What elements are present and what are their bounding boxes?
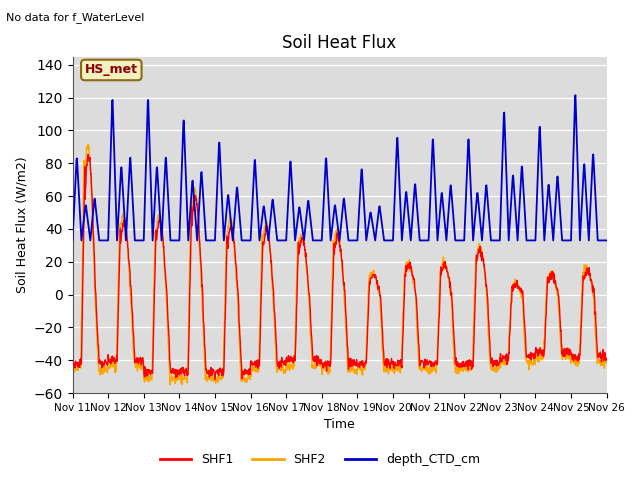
SHF1	[211, 376, 219, 382]
depth_CTD_cm	[68, 238, 76, 243]
SHF1	[175, 368, 182, 373]
Title: Soil Heat Flux: Soil Heat Flux	[282, 34, 397, 52]
SHF2	[175, 376, 183, 382]
X-axis label: Time: Time	[324, 419, 355, 432]
depth_CTD_cm	[602, 238, 610, 243]
SHF2	[84, 142, 92, 147]
SHF2	[602, 360, 610, 366]
SHF1	[68, 357, 76, 362]
SHF2	[248, 367, 255, 372]
Y-axis label: Soil Heat Flux (W/m2): Soil Heat Flux (W/m2)	[15, 156, 28, 293]
depth_CTD_cm	[539, 200, 547, 205]
SHF1	[84, 152, 92, 157]
depth_CTD_cm	[492, 238, 500, 243]
SHF2	[423, 369, 431, 374]
depth_CTD_cm	[422, 238, 430, 243]
SHF2	[540, 353, 547, 359]
SHF2	[493, 364, 500, 370]
SHF1	[248, 358, 255, 364]
SHF2	[166, 382, 174, 388]
Text: No data for f_WaterLevel: No data for f_WaterLevel	[6, 12, 145, 23]
depth_CTD_cm	[188, 194, 195, 200]
depth_CTD_cm	[247, 230, 255, 236]
SHF1	[188, 204, 195, 209]
SHF2	[68, 373, 76, 379]
SHF1	[602, 356, 610, 362]
Line: SHF1: SHF1	[72, 155, 606, 379]
depth_CTD_cm	[174, 238, 182, 243]
SHF1	[423, 362, 431, 368]
depth_CTD_cm	[572, 92, 579, 98]
SHF2	[188, 205, 196, 211]
Line: SHF2: SHF2	[72, 144, 606, 385]
Legend: SHF1, SHF2, depth_CTD_cm: SHF1, SHF2, depth_CTD_cm	[155, 448, 485, 471]
SHF1	[493, 363, 500, 369]
SHF1	[540, 354, 547, 360]
Line: depth_CTD_cm: depth_CTD_cm	[72, 95, 606, 240]
Text: HS_met: HS_met	[85, 63, 138, 76]
